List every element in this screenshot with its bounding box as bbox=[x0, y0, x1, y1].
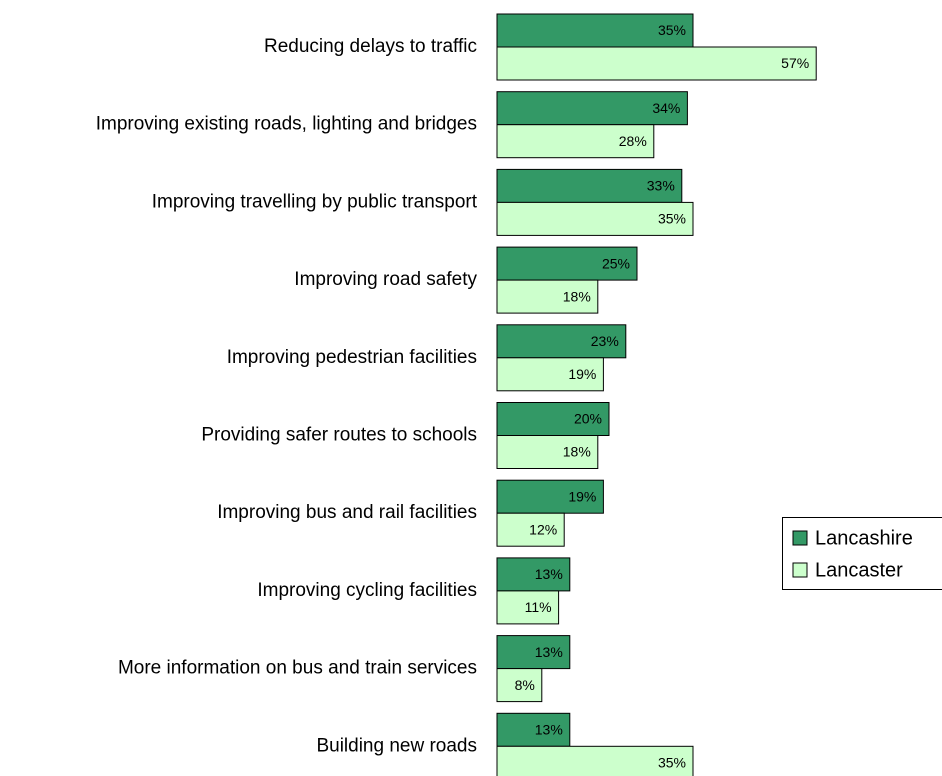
bar bbox=[496, 435, 599, 469]
legend-label: Lancashire bbox=[815, 527, 913, 549]
bar bbox=[496, 712, 571, 747]
category-label: More information on bus and train servic… bbox=[118, 658, 477, 679]
category-label: Reducing delays to traffic bbox=[264, 36, 477, 57]
value-label: 25% bbox=[602, 255, 630, 271]
value-label: 35% bbox=[658, 211, 686, 227]
legend-swatch bbox=[792, 530, 808, 546]
value-label: 13% bbox=[535, 644, 563, 660]
value-label: 57% bbox=[781, 55, 809, 71]
value-label: 35% bbox=[658, 22, 686, 38]
value-label: 20% bbox=[574, 411, 602, 427]
category-label: Improving bus and rail facilities bbox=[217, 502, 477, 523]
bar bbox=[496, 324, 627, 359]
category-label: Improving existing roads, lighting and b… bbox=[96, 114, 477, 135]
bar bbox=[496, 46, 817, 81]
value-label: 18% bbox=[563, 288, 591, 304]
bar bbox=[496, 279, 599, 314]
value-label: 35% bbox=[658, 755, 686, 771]
category-label: Improving road safety bbox=[294, 269, 477, 290]
bar bbox=[496, 557, 571, 592]
bar bbox=[496, 201, 694, 236]
value-label: 13% bbox=[535, 566, 563, 582]
bar bbox=[496, 668, 543, 703]
bar bbox=[496, 124, 655, 159]
bar bbox=[496, 745, 694, 776]
bar bbox=[496, 512, 565, 547]
value-label: 23% bbox=[591, 333, 619, 349]
legend-box bbox=[782, 517, 942, 590]
value-label: 12% bbox=[529, 521, 557, 537]
bar bbox=[496, 91, 688, 126]
legend-label: Lancaster bbox=[815, 559, 903, 581]
value-label: 8% bbox=[515, 677, 535, 693]
bar bbox=[496, 168, 683, 203]
bar bbox=[496, 479, 604, 514]
value-label: 18% bbox=[563, 444, 591, 460]
bar bbox=[496, 246, 638, 281]
value-label: 19% bbox=[568, 488, 596, 504]
category-label: Improving travelling by public transport bbox=[152, 191, 478, 212]
category-label: Improving pedestrian facilities bbox=[227, 347, 477, 368]
value-label: 33% bbox=[647, 178, 675, 194]
value-label: 28% bbox=[619, 133, 647, 149]
bar bbox=[496, 635, 571, 670]
bar bbox=[496, 13, 694, 48]
bar bbox=[496, 357, 604, 392]
bar bbox=[496, 590, 560, 625]
category-label: Improving cycling facilities bbox=[257, 580, 477, 601]
value-label: 34% bbox=[652, 100, 680, 116]
category-label: Providing safer routes to schools bbox=[201, 425, 477, 446]
category-label: Building new roads bbox=[316, 735, 477, 756]
value-label: 13% bbox=[535, 722, 563, 738]
bar bbox=[496, 402, 610, 436]
value-label: 19% bbox=[568, 366, 596, 382]
legend-swatch bbox=[792, 562, 808, 578]
value-label: 11% bbox=[525, 599, 552, 615]
